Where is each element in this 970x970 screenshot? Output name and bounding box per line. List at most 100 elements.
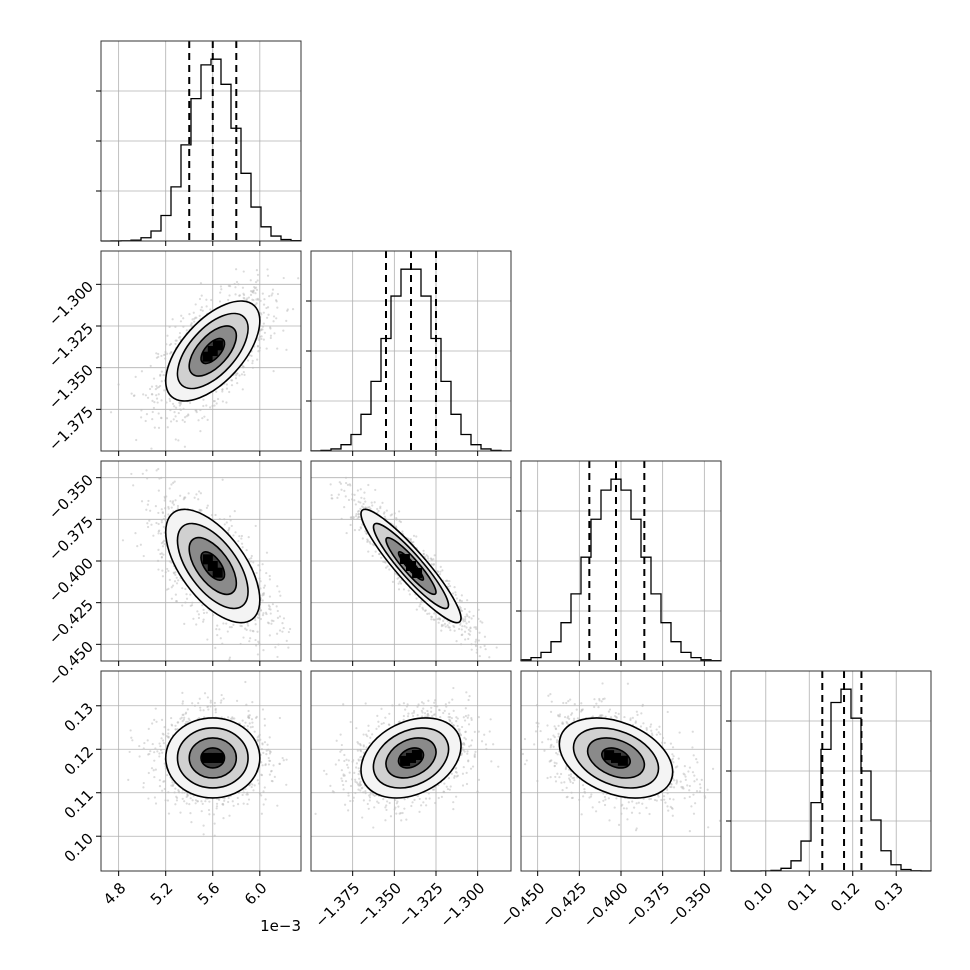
scatter-point bbox=[152, 534, 155, 537]
scatter-point bbox=[228, 526, 231, 530]
scatter-point bbox=[460, 594, 463, 597]
scatter-point bbox=[261, 743, 264, 746]
scatter-point bbox=[248, 640, 251, 643]
scatter-point bbox=[184, 712, 187, 715]
scatter-point bbox=[359, 501, 362, 504]
density-peak-2 bbox=[212, 567, 223, 578]
scatter-point bbox=[149, 509, 152, 512]
scatter-point bbox=[215, 805, 219, 808]
scatter-point bbox=[336, 496, 339, 499]
scatter-point bbox=[340, 488, 343, 491]
scatter-point bbox=[265, 753, 268, 756]
scatter-point bbox=[241, 286, 245, 289]
scatter-point bbox=[245, 793, 248, 796]
scatter-point bbox=[228, 515, 232, 518]
scatter-point bbox=[357, 512, 360, 516]
scatter-point bbox=[259, 299, 262, 302]
scatter-point bbox=[151, 742, 154, 746]
scatter-point bbox=[150, 385, 154, 388]
scatter-point bbox=[464, 620, 467, 623]
scatter-point bbox=[455, 597, 459, 600]
scatter-point bbox=[163, 499, 166, 502]
scatter-point bbox=[193, 496, 196, 499]
scatter-point bbox=[163, 515, 167, 518]
scatter-point bbox=[297, 277, 300, 280]
scatter-point bbox=[329, 483, 332, 486]
scatter-point bbox=[264, 798, 267, 801]
scatter-point bbox=[197, 490, 201, 493]
scatter-point bbox=[184, 496, 187, 499]
scatter-point bbox=[230, 524, 233, 528]
scatter-point bbox=[154, 387, 157, 391]
density-peak-2 bbox=[412, 567, 423, 578]
scatter-point bbox=[175, 339, 178, 342]
scatter-panel-3-2 bbox=[310, 460, 512, 666]
scatter-point bbox=[407, 589, 410, 592]
scatter-point bbox=[199, 430, 202, 433]
scatter-point bbox=[247, 709, 250, 713]
scatter-point bbox=[202, 620, 205, 623]
scatter-point bbox=[478, 655, 481, 658]
scatter-point bbox=[160, 380, 163, 383]
scatter-point bbox=[259, 587, 262, 590]
scatter-point bbox=[349, 523, 352, 527]
scatter-point bbox=[202, 709, 205, 712]
scatter-point bbox=[172, 481, 175, 484]
scatter-point bbox=[155, 397, 159, 400]
scatter-point bbox=[258, 642, 261, 645]
scatter-point bbox=[239, 642, 242, 646]
scatter-point bbox=[244, 721, 247, 724]
scatter-point bbox=[156, 386, 159, 389]
scatter-point bbox=[200, 306, 203, 309]
scatter-point bbox=[420, 600, 423, 603]
scatter-point bbox=[254, 280, 258, 284]
scatter-point bbox=[477, 608, 480, 611]
scatter-point bbox=[357, 500, 360, 503]
scatter-point bbox=[168, 352, 172, 355]
scatter-point bbox=[467, 628, 470, 631]
scatter-point bbox=[419, 603, 422, 606]
scatter-point bbox=[202, 398, 205, 401]
scatter-point bbox=[177, 579, 180, 582]
scatter-point bbox=[157, 511, 160, 515]
scatter-point bbox=[214, 646, 217, 649]
scatter-point bbox=[189, 323, 193, 326]
scatter-point bbox=[160, 552, 163, 555]
scatter-point bbox=[256, 653, 260, 656]
scatter-point bbox=[381, 501, 384, 504]
scatter-point bbox=[160, 737, 163, 740]
scatter-point bbox=[237, 283, 240, 286]
scatter-point bbox=[254, 623, 257, 626]
scatter-point bbox=[150, 767, 154, 770]
scatter-point bbox=[173, 580, 177, 583]
scatter-point bbox=[460, 599, 463, 603]
scatter-point bbox=[174, 571, 177, 574]
scatter-point bbox=[212, 813, 216, 816]
scatter-point bbox=[185, 802, 188, 805]
scatter-point bbox=[160, 399, 163, 402]
scatter-point bbox=[183, 791, 186, 794]
scatter-point bbox=[361, 505, 364, 508]
scatter-point bbox=[207, 708, 210, 711]
scatter-point bbox=[353, 529, 357, 532]
scatter-point bbox=[282, 329, 285, 332]
scatter-point bbox=[201, 604, 204, 607]
scatter-point bbox=[255, 268, 258, 272]
scatter-point bbox=[143, 741, 146, 745]
scatter-point bbox=[439, 570, 442, 573]
scatter-point bbox=[248, 722, 251, 725]
scatter-point bbox=[208, 800, 211, 803]
scatter-point bbox=[235, 268, 238, 271]
scatter-point bbox=[160, 519, 163, 522]
scatter-point bbox=[161, 511, 165, 515]
scatter-point bbox=[242, 365, 245, 368]
scatter-point bbox=[171, 318, 174, 321]
scatter-point bbox=[153, 426, 156, 429]
scatter-point bbox=[385, 509, 388, 512]
scatter-point bbox=[195, 411, 198, 414]
scatter-point bbox=[251, 362, 254, 365]
scatter-point bbox=[157, 532, 160, 535]
scatter-point bbox=[255, 644, 258, 647]
scatter-point bbox=[261, 614, 265, 617]
scatter-point bbox=[359, 527, 363, 530]
